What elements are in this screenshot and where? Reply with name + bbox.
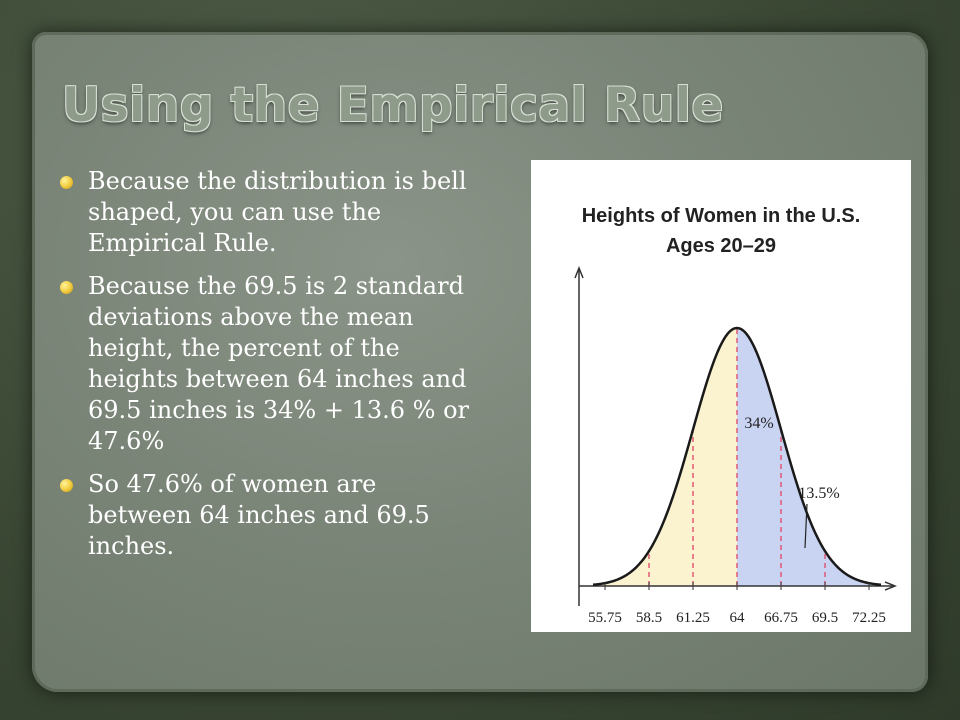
bullet-item: So 47.6% of women are between 64 inches … [60,469,470,562]
bullet-dot-icon [60,479,73,492]
left-area-fill [593,328,737,586]
chart-subtitle: Ages 20–29 [666,235,776,257]
chart-title: Heights of Women in the U.S. [582,205,861,227]
chart-image: Heights of Women in the U.S. Ages 20–29 … [531,160,911,632]
y-axis-arrow [574,265,584,279]
slide-title: Using the Empirical Rule [62,78,724,133]
bullet-text: So 47.6% of women are between 64 inches … [88,470,430,560]
bullet-text: Because the 69.5 is 2 standard deviation… [88,272,469,455]
x-tick-label: 66.75 [764,610,798,626]
x-tick-label: 69.5 [812,610,838,626]
right-area-fill [737,328,881,586]
normal-curve-line [592,326,882,587]
x-tick-label: 58.5 [636,610,662,626]
x-tick-label: 72.25 [852,610,886,626]
bullet-item: Because the distribution is bell shaped,… [60,166,470,259]
x-axis-arrow [884,581,898,591]
bullet-text: Because the distribution is bell shaped,… [88,167,467,257]
x-tick-label: 64 [730,610,746,626]
x-tick-label: 55.75 [588,610,622,626]
bullet-list: Because the distribution is bell shaped,… [60,166,470,574]
bullet-item: Because the 69.5 is 2 standard deviation… [60,271,470,457]
x-tick-label: 61.25 [676,610,710,626]
normal-curve-chart: Heights of Women in the U.S. Ages 20–29 … [574,205,898,626]
bullet-dot-icon [60,176,73,189]
bullet-dot-icon [60,281,73,294]
annotation-leader-line [804,503,808,549]
annotation-label: 34% [744,415,773,432]
annotation-label: 13.5% [798,485,839,502]
